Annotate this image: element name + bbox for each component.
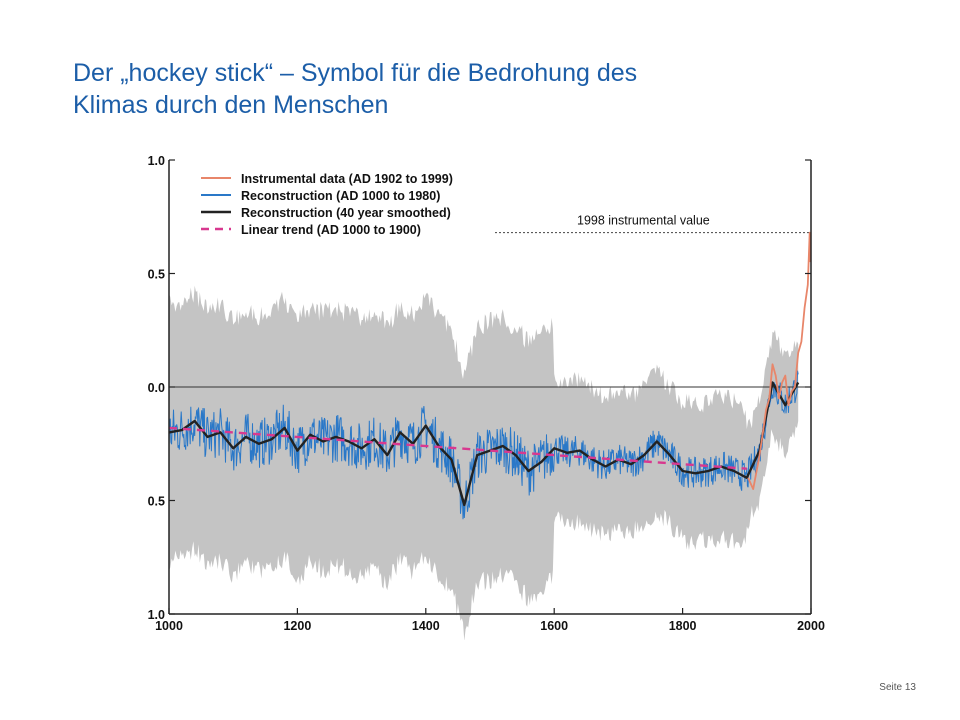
chart-legend: Instrumental data (AD 1902 to 1999) Recon… <box>195 168 495 242</box>
y-tick-label: 1.0 <box>148 154 165 168</box>
slide-title-line-2: Klimas durch den Menschen <box>73 91 389 119</box>
hockey-stick-chart: 1998 instrumental value 1000 1200 1400 1600… <box>137 150 830 640</box>
x-tick-label: 2000 <box>797 619 825 633</box>
x-tick-label: 1000 <box>155 619 183 633</box>
legend-item-label: Linear trend (AD 1000 to 1900) <box>241 223 421 237</box>
series-reconstruction-annual <box>168 370 799 520</box>
chart-canvas: 1998 instrumental value 1000 1200 1400 1600… <box>148 154 825 640</box>
uncertainty-band-layer <box>169 285 799 640</box>
slide-title: Der „hockey stick“ – Symbol für die Bedr… <box>73 57 893 121</box>
legend-item-label: Instrumental data (AD 1902 to 1999) <box>241 172 453 186</box>
tick-layer: 1000 1200 1400 1600 1800 2000 1.0 0.5 0.0 0.5 1.0 <box>148 154 825 633</box>
legend-background <box>195 168 495 242</box>
x-tick-label: 1800 <box>669 619 697 633</box>
annotation-1998-instrumental: 1998 instrumental value <box>577 214 710 228</box>
legend-item-label: Reconstruction (AD 1000 to 1980) <box>241 189 440 203</box>
series-smoothed-line <box>168 381 800 507</box>
y-tick-label: 1.0 <box>148 608 165 622</box>
series-trend-line <box>168 426 747 470</box>
y-tick-label: 0.5 <box>148 268 165 282</box>
y-tick-label: 0.0 <box>148 381 165 395</box>
x-tick-label: 1600 <box>540 619 568 633</box>
series-instrumental-line <box>747 231 812 491</box>
page-number: Seite 13 <box>879 682 916 693</box>
y-tick-label: 0.5 <box>148 495 165 509</box>
x-tick-label: 1200 <box>283 619 311 633</box>
uncertainty-band <box>169 285 799 640</box>
slide-title-line-1: Der „hockey stick“ – Symbol für die Bedr… <box>73 59 638 87</box>
x-tick-label: 1400 <box>412 619 440 633</box>
series-layer: 1998 instrumental value <box>168 214 812 507</box>
reconstruction-layer <box>168 370 799 520</box>
legend-item-label: Reconstruction (40 year smoothed) <box>241 206 451 220</box>
